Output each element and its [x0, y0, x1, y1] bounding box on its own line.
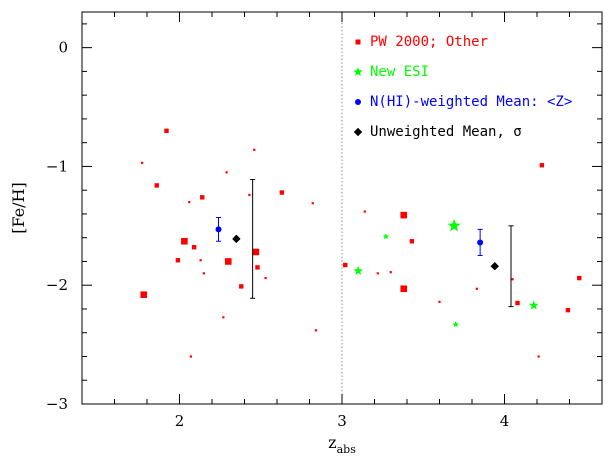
- data-point: [438, 300, 441, 303]
- data-point: [447, 219, 461, 232]
- data-point: [140, 291, 148, 299]
- tick-labels: 2 3 4 0 −1 −2 −3: [46, 39, 509, 430]
- y-axis-title: [Fe/H]: [9, 182, 28, 234]
- x-tick-label: 3: [337, 412, 347, 430]
- data-point: [409, 239, 415, 244]
- data-marks: [140, 128, 582, 358]
- data-point: [199, 259, 202, 262]
- x-tick-label: 2: [175, 412, 185, 430]
- data-point: [353, 265, 364, 275]
- data-point: [537, 355, 540, 358]
- series-square: [140, 128, 582, 358]
- data-point: [255, 265, 260, 270]
- legend-label: New ESI: [370, 64, 429, 80]
- data-point: [376, 272, 379, 275]
- data-point: [232, 234, 241, 244]
- x-tick-label: 4: [500, 412, 510, 430]
- data-point: [164, 128, 169, 133]
- y-tick-label: −3: [46, 395, 68, 413]
- data-point: [154, 183, 159, 188]
- data-point: [511, 278, 514, 281]
- data-point: [311, 202, 314, 205]
- data-point: [343, 262, 348, 268]
- data-point: [565, 307, 571, 313]
- legend-label: N(HI)-weighted Mean: <Z>: [370, 94, 572, 110]
- y-tick-label: −1: [46, 157, 68, 175]
- legend-label: PW 2000; Other: [370, 34, 488, 50]
- series-star: [353, 219, 539, 328]
- data-point: [528, 300, 539, 310]
- data-point: [382, 233, 390, 240]
- data-point: [225, 171, 228, 174]
- data-point: [279, 190, 285, 195]
- legend-marker: [353, 127, 363, 137]
- data-point: [141, 161, 144, 164]
- data-point: [539, 163, 545, 168]
- data-point: [253, 148, 256, 151]
- axis-ticks: [81, 12, 603, 405]
- data-point: [389, 271, 392, 274]
- y-tick-label: 0: [58, 39, 68, 57]
- data-point: [477, 239, 484, 246]
- data-point: [363, 210, 366, 213]
- data-point: [475, 287, 478, 290]
- data-point: [224, 258, 232, 265]
- series-diamond: [232, 178, 514, 308]
- data-point: [200, 195, 205, 200]
- data-point: [490, 262, 499, 271]
- data-point: [252, 248, 260, 256]
- data-point: [577, 275, 582, 281]
- data-point: [452, 321, 459, 328]
- x-axis-title: zabs: [328, 433, 356, 456]
- data-point: [264, 276, 267, 280]
- data-point: [189, 355, 192, 358]
- data-point: [215, 226, 222, 233]
- data-point: [222, 316, 225, 319]
- y-tick-label: −2: [46, 276, 68, 294]
- series-circle-errorbar: [215, 217, 484, 257]
- legend-marker: [355, 99, 361, 105]
- data-point: [181, 237, 188, 245]
- data-point: [188, 200, 191, 204]
- data-point: [314, 329, 318, 332]
- data-point: [400, 285, 408, 293]
- data-point: [202, 272, 205, 275]
- data-point: [248, 193, 251, 197]
- legend: PW 2000; Other New ESI N(HI)-weighted Mean…: [353, 34, 572, 140]
- legend-label: Unweighted Mean, σ: [370, 124, 522, 140]
- data-point: [400, 211, 408, 219]
- legend-marker: [355, 39, 361, 45]
- data-point: [515, 300, 520, 306]
- data-point: [239, 284, 244, 289]
- legend-marker: [353, 67, 363, 77]
- data-point: [191, 245, 197, 250]
- data-point: [175, 258, 181, 263]
